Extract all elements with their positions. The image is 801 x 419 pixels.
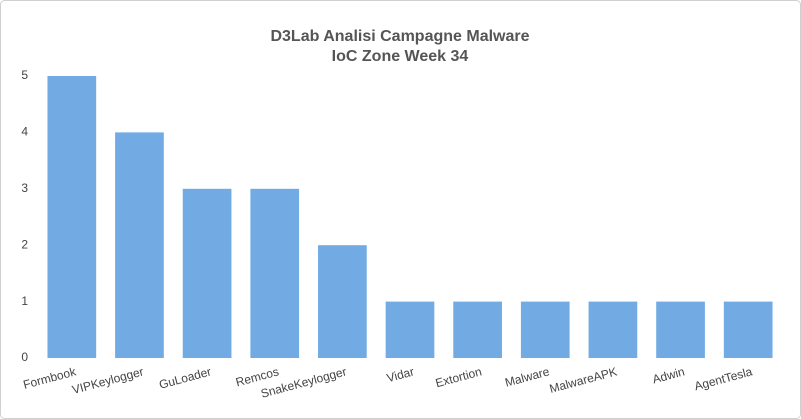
bar: [182, 188, 232, 358]
bar: [250, 188, 300, 358]
y-tick-label: 1: [21, 294, 28, 308]
y-tick-label: 2: [21, 237, 28, 251]
chart-subtitle: IoC Zone Week 34: [332, 48, 469, 65]
bar: [520, 301, 570, 358]
bar: [723, 301, 773, 358]
x-tick-label: Vidar: [385, 364, 415, 385]
bar: [115, 132, 164, 358]
y-tick-label: 3: [21, 181, 28, 195]
bar: [453, 301, 502, 358]
y-tick-label: 5: [21, 68, 28, 82]
bar: [318, 245, 367, 358]
bar: [47, 76, 97, 358]
bar: [588, 301, 638, 358]
y-tick-label: 4: [21, 125, 28, 139]
bar: [656, 301, 705, 358]
bar: [385, 301, 435, 358]
chart-title: D3Lab Analisi Campagne Malware: [270, 28, 529, 45]
y-tick-label: 0: [21, 350, 28, 364]
